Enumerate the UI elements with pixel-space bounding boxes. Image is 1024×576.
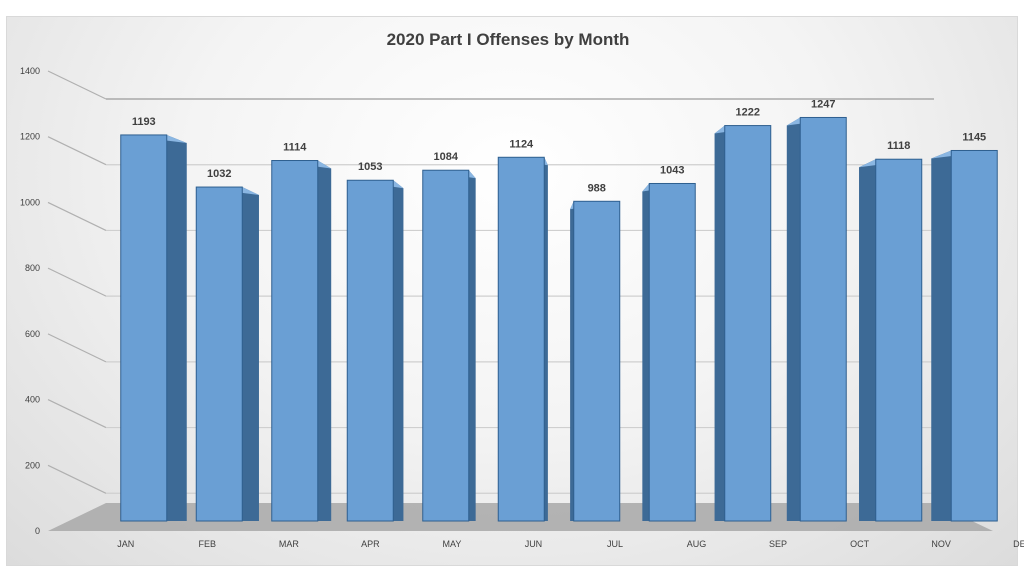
bars <box>120 116 998 522</box>
bar-side-face <box>317 160 332 522</box>
bar-front-face <box>950 149 998 522</box>
bar-front-face <box>497 156 545 522</box>
y-tick-label: 1400 <box>20 66 40 76</box>
bar-oct <box>786 116 847 522</box>
x-category-label: MAR <box>279 539 300 549</box>
bar-side-face <box>166 134 187 522</box>
bar-front-face <box>573 200 621 522</box>
bar-may <box>422 169 476 522</box>
bar-side-face <box>931 150 952 521</box>
x-category-label: FEB <box>199 539 217 549</box>
y-tick-label: 1200 <box>20 132 40 142</box>
bar-side-face <box>642 183 650 521</box>
bar-feb <box>195 186 259 522</box>
x-category-label: JUL <box>607 539 623 549</box>
y-tick-label: 800 <box>25 263 40 273</box>
data-label: 1124 <box>509 138 534 150</box>
x-category-label: AUG <box>687 539 707 549</box>
bar-front-face <box>271 160 319 522</box>
y-tick-label: 1000 <box>20 197 40 207</box>
y-tick-label: 600 <box>25 329 40 339</box>
data-label: 1043 <box>660 164 684 176</box>
bar-apr <box>346 179 404 522</box>
x-category-label: SEP <box>769 539 787 549</box>
bar-side-face <box>468 170 476 522</box>
gridline-perspective <box>47 70 107 100</box>
gridline-perspective <box>47 399 107 429</box>
gridline-perspective <box>47 201 107 231</box>
bar-side-face <box>859 159 876 521</box>
gridline-perspective <box>47 333 107 363</box>
bar-front-face <box>120 134 168 522</box>
gridline-perspective <box>47 267 107 297</box>
bar-side-face <box>242 187 259 521</box>
bar-front-face <box>875 158 923 522</box>
y-tick-label: 200 <box>25 460 40 470</box>
bar-mar <box>271 160 332 522</box>
data-label: 1032 <box>207 168 231 180</box>
bar-front-face <box>648 182 696 522</box>
y-tick-label: 0 <box>35 526 40 536</box>
bar-aug <box>642 182 696 522</box>
bar-side-face <box>714 125 725 522</box>
x-category-label: DEC <box>1013 539 1024 549</box>
data-label: 1053 <box>358 161 382 173</box>
y-tick-label: 400 <box>25 395 40 405</box>
bar-jan <box>120 134 187 522</box>
bar-front-face <box>724 125 772 522</box>
bar-nov <box>859 158 923 522</box>
data-label: 1193 <box>132 116 156 128</box>
bar-jul <box>570 200 621 522</box>
data-label: 1247 <box>811 98 835 110</box>
data-label: 1084 <box>434 151 459 163</box>
bar-front-face <box>422 169 470 522</box>
bar-side-face <box>393 180 404 521</box>
data-label: 1114 <box>283 142 307 154</box>
bar-sep <box>714 125 772 522</box>
x-category-label: NOV <box>931 539 951 549</box>
gridline-perspective <box>47 136 107 166</box>
x-category-label: JAN <box>117 539 134 549</box>
data-label: 1222 <box>736 107 760 119</box>
labels: 0 200 400 600 800 1000 1200 1400 1193 JAN 1032 FEB 1… <box>20 66 1024 549</box>
data-label: 1145 <box>962 131 986 143</box>
x-category-label: APR <box>361 539 380 549</box>
x-category-label: JUN <box>525 539 543 549</box>
bar-side-face <box>544 157 548 521</box>
bar-front-face <box>346 179 394 522</box>
gridline-perspective <box>47 464 107 494</box>
data-label: 1118 <box>887 140 910 152</box>
bar-front-face <box>195 186 243 522</box>
bar-side-face <box>786 117 801 522</box>
bar-jun <box>497 156 548 522</box>
chart-title: 2020 Part I Offenses by Month <box>386 30 630 49</box>
x-category-label: MAY <box>442 539 461 549</box>
bar-side-face <box>570 201 574 521</box>
data-label: 988 <box>588 182 606 194</box>
x-category-label: OCT <box>850 539 870 549</box>
bar-dec <box>931 149 998 522</box>
bar-front-face <box>799 116 847 522</box>
